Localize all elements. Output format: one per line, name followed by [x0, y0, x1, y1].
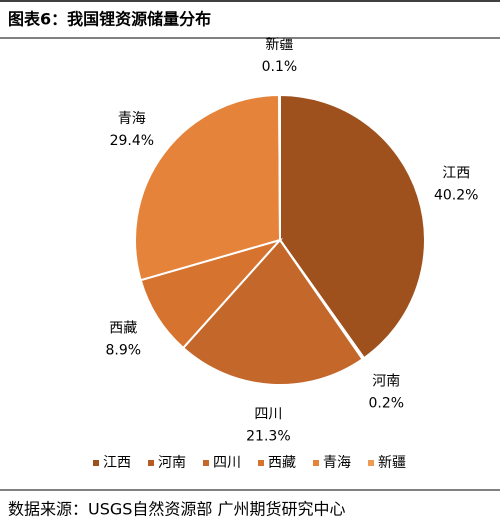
pie-slice — [181, 238, 364, 386]
slice-name: 西藏 — [109, 320, 137, 336]
legend-swatch — [93, 460, 99, 466]
slice-value: 29.4% — [110, 133, 154, 149]
slice-name: 新疆 — [265, 37, 293, 53]
slice-value: 0.2% — [368, 395, 404, 411]
slice-name: 四川 — [254, 407, 282, 423]
legend-label: 江西 — [103, 455, 131, 471]
legend-label: 新疆 — [378, 455, 406, 471]
slice-value: 40.2% — [434, 188, 478, 204]
legend-swatch — [313, 460, 319, 466]
legend-swatch — [368, 460, 374, 466]
chart-title: 图表6：我国锂资源储量分布 — [8, 10, 211, 29]
legend-swatch — [258, 460, 264, 466]
slice-name: 江西 — [442, 166, 470, 182]
legend-swatch — [203, 460, 209, 466]
legend-label: 河南 — [158, 455, 186, 471]
slice-name: 河南 — [372, 373, 400, 389]
pie-slice — [134, 93, 282, 282]
pie-slice — [278, 93, 281, 241]
legend-label: 青海 — [323, 455, 351, 471]
legend-swatch — [148, 460, 154, 466]
legend-label: 西藏 — [268, 455, 296, 471]
pie-slice — [279, 93, 426, 360]
slice-value: 0.1% — [262, 59, 298, 75]
slice-value: 8.9% — [105, 342, 141, 358]
legend-label: 四川 — [213, 455, 241, 471]
source: 数据来源：USGS自然资源部 广州期货研究中心 — [8, 500, 346, 519]
slice-name: 青海 — [118, 111, 146, 127]
pie-slice — [139, 238, 284, 350]
slice-value: 21.3% — [246, 429, 290, 445]
